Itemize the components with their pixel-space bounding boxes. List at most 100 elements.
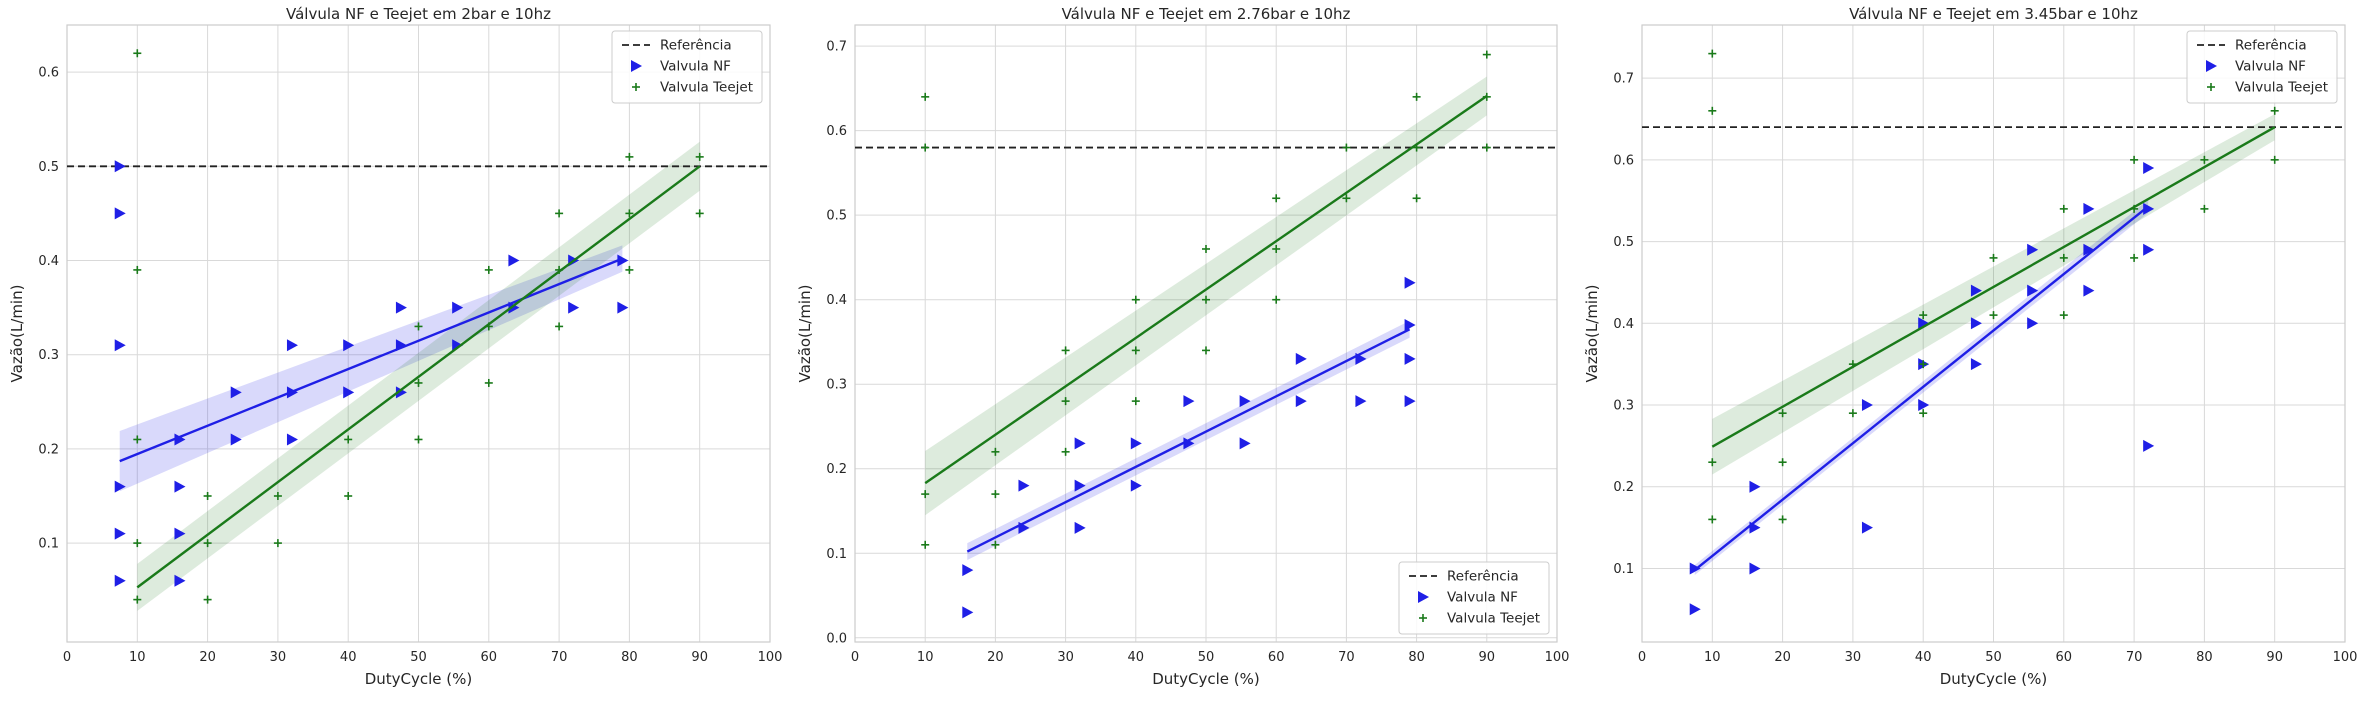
y-axis-label: Vazão(L/min)	[796, 285, 814, 383]
x-tick-label: 10	[917, 650, 934, 665]
data-point-teejet	[1919, 360, 1928, 369]
x-tick-label: 90	[691, 650, 708, 665]
data-point-teejet	[2270, 106, 2279, 115]
data-point-nf	[1355, 395, 1367, 408]
data-point-nf	[1861, 521, 1873, 534]
data-point-teejet	[1131, 397, 1140, 406]
data-point-teejet	[414, 435, 423, 444]
chart-panel-3: 0 10 20 30 40 50 60 70 80 90 100 0.1 0.2 0.3 0.4 0.5 0.6…	[1583, 5, 2357, 688]
data-point-teejet	[1061, 346, 1070, 355]
y-tick-label: 0.5	[38, 160, 59, 175]
data-point-nf	[286, 433, 298, 446]
x-tick-label: 100	[2333, 650, 2358, 665]
legend-swatch-teejet	[632, 83, 640, 91]
data-point-teejet	[1989, 311, 1998, 320]
data-point-teejet	[133, 539, 142, 548]
y-tick-label: 0.0	[826, 631, 847, 646]
legend-entry-label: Valvula NF	[1447, 590, 1518, 606]
series-nf	[1689, 162, 2155, 616]
data-point-teejet	[1778, 458, 1787, 467]
legend-box	[2186, 30, 2338, 104]
y-tick-label: 0.1	[38, 537, 59, 552]
confidence-band-nf	[119, 245, 623, 492]
legend-swatch-teejet	[1419, 614, 1427, 622]
legend-entry-label: Referência	[2235, 38, 2307, 54]
data-point-nf	[617, 301, 629, 314]
x-tick-label: 60	[481, 650, 498, 665]
x-tick-label: 10	[1704, 650, 1721, 665]
data-point-teejet	[625, 265, 634, 274]
series-teejet	[1708, 49, 2279, 524]
data-point-teejet	[921, 490, 930, 499]
data-point-teejet	[1778, 515, 1787, 524]
data-point-teejet	[273, 539, 282, 548]
legend: Referência Valvula NF Valvula Teejet	[611, 30, 763, 104]
data-point-nf	[1130, 479, 1142, 492]
chart-title: Válvula NF e Teejet em 2.76bar e 10hz	[1062, 5, 1351, 23]
data-point-teejet	[991, 490, 1000, 499]
data-point-nf	[1074, 479, 1086, 492]
y-tick-label: 0.6	[826, 124, 847, 139]
data-point-nf	[1018, 479, 1030, 492]
data-point-teejet	[414, 378, 423, 387]
y-tick-label: 0.5	[826, 209, 847, 224]
x-tick-label: 40	[1128, 650, 1145, 665]
data-point-nf	[1749, 480, 1761, 493]
x-tick-label: 0	[63, 650, 71, 665]
x-tick-label: 40	[340, 650, 357, 665]
data-point-teejet	[133, 265, 142, 274]
data-point-teejet	[921, 540, 930, 549]
data-point-nf	[2083, 243, 2095, 256]
data-point-nf	[230, 386, 242, 399]
series-nf	[962, 276, 1416, 619]
data-point-nf	[617, 254, 629, 267]
y-tick-label: 0.4	[38, 254, 59, 269]
data-point-teejet	[1061, 397, 1070, 406]
data-point-nf	[2143, 243, 2155, 256]
legend-swatch-nf	[631, 60, 642, 72]
data-point-nf	[1239, 395, 1251, 408]
x-tick-label: 90	[2266, 650, 2283, 665]
data-point-nf	[395, 301, 407, 314]
data-point-nf	[962, 564, 974, 577]
data-point-teejet	[555, 209, 564, 218]
regression-line-teejet	[136, 165, 701, 589]
data-point-nf	[2143, 202, 2155, 215]
chart-title: Válvula NF e Teejet em 3.45bar e 10hz	[1849, 5, 2138, 23]
x-tick-label: 10	[129, 650, 146, 665]
data-point-teejet	[484, 265, 493, 274]
legend-box	[1398, 561, 1550, 635]
data-point-nf	[1404, 352, 1416, 365]
chart-panel-1: 0 10 20 30 40 50 60 70 80 90 100 0.1 0.2 0.3 0.4 0.5 0.6…	[8, 5, 782, 688]
legend-swatch-nf	[2206, 60, 2217, 72]
data-point-nf	[174, 480, 186, 493]
data-point-nf	[1918, 317, 1930, 330]
data-point-teejet	[344, 435, 353, 444]
legend-entry-label: Valvula Teejet	[1447, 611, 1540, 627]
x-tick-label: 100	[758, 650, 783, 665]
legend-swatch-teejet	[2207, 83, 2215, 91]
regression-line-nf	[966, 328, 1411, 553]
x-axis-label: DutyCycle (%)	[365, 670, 473, 688]
y-tick-label: 0.5	[1613, 235, 1634, 250]
data-point-nf	[114, 480, 126, 493]
data-point-teejet	[2200, 204, 2209, 213]
data-point-nf	[1749, 562, 1761, 575]
x-tick-label: 80	[621, 650, 638, 665]
data-point-teejet	[484, 378, 493, 387]
data-point-nf	[1404, 319, 1416, 332]
data-point-nf	[2143, 162, 2155, 175]
data-point-teejet	[1202, 346, 1210, 355]
y-tick-label: 0.3	[826, 378, 847, 393]
data-point-nf	[568, 301, 580, 314]
data-point-nf	[286, 339, 298, 352]
x-tick-label: 70	[551, 650, 568, 665]
series-teejet	[921, 50, 1491, 549]
x-tick-label: 60	[1268, 650, 1285, 665]
data-point-teejet	[1989, 253, 1998, 262]
y-tick-label: 0.6	[38, 66, 59, 81]
regression-line-nf	[119, 257, 623, 463]
x-tick-label: 80	[2196, 650, 2213, 665]
x-tick-label: 20	[987, 650, 1004, 665]
